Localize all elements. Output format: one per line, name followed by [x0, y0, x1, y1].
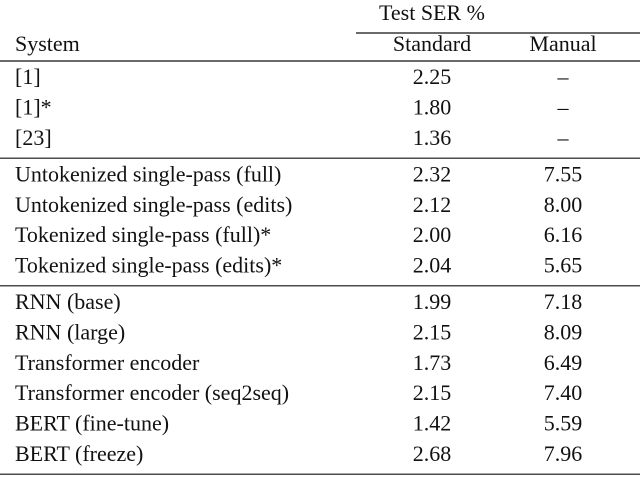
column-header: Standard: [393, 31, 471, 56]
group-header: Test SER %: [379, 0, 485, 25]
ser-value: –: [557, 64, 570, 89]
ser-value: 2.25: [413, 64, 452, 89]
ser-value: –: [557, 95, 570, 120]
system-name: Untokenized single-pass (edits): [15, 192, 292, 217]
ser-value: 7.40: [544, 380, 583, 405]
ser-value: 1.99: [413, 289, 452, 314]
ser-value: 2.12: [413, 192, 452, 217]
ser-value: 6.16: [544, 222, 583, 247]
ser-value: 8.09: [544, 319, 583, 344]
system-name: Tokenized single-pass (full)*: [15, 222, 271, 247]
ser-value: 5.65: [544, 253, 583, 278]
column-header: Manual: [529, 31, 596, 56]
system-name: RNN (base): [15, 289, 121, 314]
system-name: Tokenized single-pass (edits)*: [15, 253, 282, 278]
ser-value: 2.00: [413, 222, 452, 247]
system-name: BERT (fine-tune): [15, 411, 169, 436]
ser-value: 1.36: [413, 125, 452, 150]
ser-value: 2.04: [413, 253, 452, 278]
system-name: [23]: [15, 125, 52, 150]
ser-value: 6.49: [544, 350, 583, 375]
ser-value: 1.80: [413, 95, 452, 120]
system-name: Untokenized single-pass (full): [15, 161, 281, 186]
ser-value: 8.00: [544, 192, 583, 217]
system-name: Transformer encoder (seq2seq): [15, 380, 289, 405]
ser-value: 1.73: [413, 350, 452, 375]
ser-value: 5.59: [544, 411, 583, 436]
system-name: BERT (freeze): [15, 441, 143, 466]
ser-value: 7.55: [544, 161, 583, 186]
ser-value: 2.15: [413, 319, 452, 344]
ser-value: 7.18: [544, 289, 583, 314]
system-name: [1]*: [15, 95, 52, 120]
ser-value: –: [557, 125, 570, 150]
system-name: Transformer encoder: [15, 350, 200, 375]
ser-value: 1.42: [413, 411, 452, 436]
ser-value: 2.15: [413, 380, 452, 405]
column-header: System: [15, 31, 80, 56]
ser-value: 2.68: [413, 441, 452, 466]
system-name: [1]: [15, 64, 41, 89]
system-name: RNN (large): [15, 319, 125, 344]
ser-value: 7.96: [544, 441, 583, 466]
ser-value: 2.32: [413, 161, 452, 186]
